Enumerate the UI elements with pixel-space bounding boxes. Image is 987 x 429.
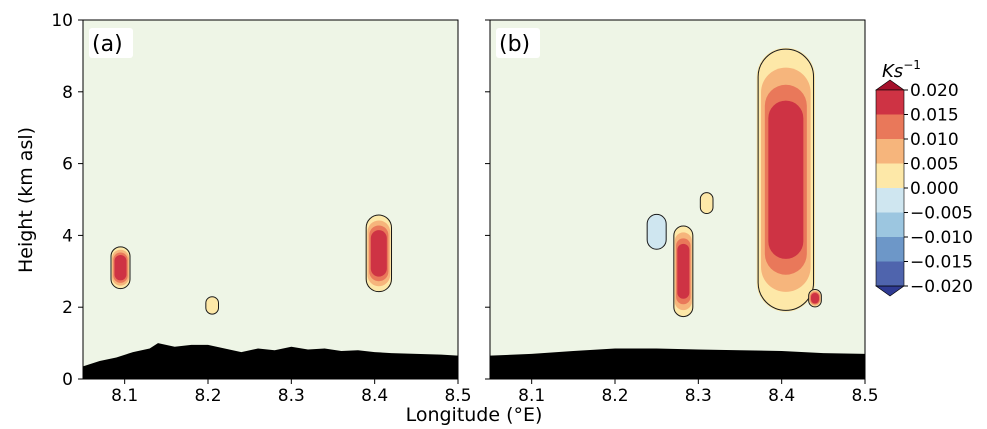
y-axis-title: Height (km asl) xyxy=(15,127,37,273)
y-tick-label: 0 xyxy=(62,370,73,390)
x-tick-label: 8.2 xyxy=(601,386,628,406)
cell-layer xyxy=(650,221,663,243)
colorbar-bin xyxy=(876,90,904,115)
panel-b-cells xyxy=(646,47,822,318)
y-tick-label: 2 xyxy=(62,298,73,318)
cell-layer xyxy=(370,230,387,277)
colorbar-extend-min xyxy=(875,285,905,297)
colorbar-bin xyxy=(876,237,904,262)
cell-layer xyxy=(114,255,127,281)
panel-a-y-ticks: 0 2 4 6 8 10 xyxy=(51,11,83,390)
colorbar-label: −0.010 xyxy=(910,228,973,248)
colorbar-bin xyxy=(876,188,904,213)
cell-cell-8.44 xyxy=(808,289,822,308)
cell-contour xyxy=(808,289,822,308)
cell-cell-8.31 xyxy=(699,192,714,215)
x-tick-label: 8.1 xyxy=(111,386,138,406)
cell-contour xyxy=(646,213,667,250)
colorbar-label: 0.015 xyxy=(910,106,959,126)
colorbar-label: −0.005 xyxy=(910,204,973,224)
y-tick-label: 6 xyxy=(62,155,73,175)
colorbar-label: 0.000 xyxy=(910,179,959,199)
cell-cell-8.1 xyxy=(110,246,131,290)
colorbar-label: 0.005 xyxy=(910,155,959,175)
panel-b: (b) 8.1 8.2 8.3 8.4 8.5 xyxy=(485,19,879,406)
y-tick-label: 4 xyxy=(62,226,73,246)
panel-b-y-ticks xyxy=(485,19,490,380)
panel-a: (a) 8.1 8.2 8.3 8.4 8.5 0 2 4 6 8 10 xyxy=(51,11,471,406)
panel-a-frame xyxy=(82,19,459,380)
cell-layer xyxy=(205,296,219,315)
panel-a-label: (a) xyxy=(92,32,123,57)
colorbar-bin xyxy=(876,212,904,237)
x-tick-label: 8.3 xyxy=(685,386,712,406)
x-axis-title: Longitude (°E) xyxy=(406,404,543,426)
cell-layer xyxy=(811,292,819,304)
colorbar-bin xyxy=(876,261,904,286)
x-tick-label: 8.5 xyxy=(851,386,878,406)
cell-contour xyxy=(673,225,694,318)
panel-b-x-ticks: 8.1 8.2 8.3 8.4 8.5 xyxy=(518,379,879,406)
x-tick-label: 8.4 xyxy=(361,386,388,406)
cell-contour xyxy=(110,246,131,290)
colorbar-bin xyxy=(876,114,904,139)
colorbar-bin xyxy=(876,163,904,188)
x-tick-label: 8.2 xyxy=(194,386,221,406)
cell-cell-8.25 xyxy=(646,213,667,250)
colorbar-label: 0.010 xyxy=(910,130,959,150)
panel-a-background xyxy=(83,20,458,379)
cell-contour xyxy=(365,214,392,293)
cell-layer xyxy=(768,100,804,259)
colorbar-title-superscript: −1 xyxy=(903,58,921,72)
x-tick-label: 8.4 xyxy=(768,386,795,406)
panel-b-terrain xyxy=(490,348,865,379)
cell-cell-8.4 xyxy=(365,214,393,293)
cell-contour xyxy=(205,296,219,315)
colorbar-label: −0.020 xyxy=(910,277,973,297)
panel-b-label: (b) xyxy=(499,32,530,57)
colorbar-label: 0.020 xyxy=(910,81,959,101)
panel-b-frame xyxy=(489,19,866,380)
cell-layer xyxy=(700,192,714,214)
x-tick-label: 8.5 xyxy=(444,386,471,406)
cell-cell-8.28 xyxy=(673,225,694,318)
panel-a-cells xyxy=(110,214,393,315)
colorbar: 0.020 0.015 0.010 0.005 0.000 −0.005 −0.010 −0.… xyxy=(875,58,973,297)
panel-a-x-ticks: 8.1 8.2 8.3 8.4 8.5 xyxy=(111,379,472,406)
cell-contour xyxy=(757,48,815,311)
panel-b-label-box xyxy=(496,28,540,58)
colorbar-title: Ks−1 xyxy=(882,58,921,82)
panel-a-label-box xyxy=(89,28,133,58)
colorbar-label: −0.015 xyxy=(910,253,973,273)
cell-layer xyxy=(677,243,690,299)
y-tick-label: 10 xyxy=(51,11,73,31)
cell-cell-8.40-main xyxy=(756,47,815,312)
x-tick-label: 8.3 xyxy=(278,386,305,406)
cell-contour xyxy=(699,192,714,215)
colorbar-bin xyxy=(876,139,904,164)
x-tick-label: 8.1 xyxy=(518,386,545,406)
panel-a-terrain xyxy=(83,343,458,379)
cell-cell-8.2 xyxy=(205,296,219,315)
y-tick-label: 8 xyxy=(62,83,73,103)
